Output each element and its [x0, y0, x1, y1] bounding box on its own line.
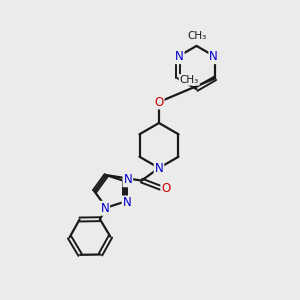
Text: N: N: [209, 50, 218, 63]
Text: N: N: [175, 50, 184, 63]
Text: N: N: [100, 202, 109, 215]
Text: N: N: [124, 173, 132, 186]
Text: N: N: [154, 161, 164, 175]
Text: CH₃: CH₃: [180, 75, 199, 85]
Text: N: N: [123, 196, 131, 209]
Text: O: O: [154, 95, 164, 109]
Text: CH₃: CH₃: [187, 31, 206, 41]
Text: O: O: [161, 182, 170, 195]
